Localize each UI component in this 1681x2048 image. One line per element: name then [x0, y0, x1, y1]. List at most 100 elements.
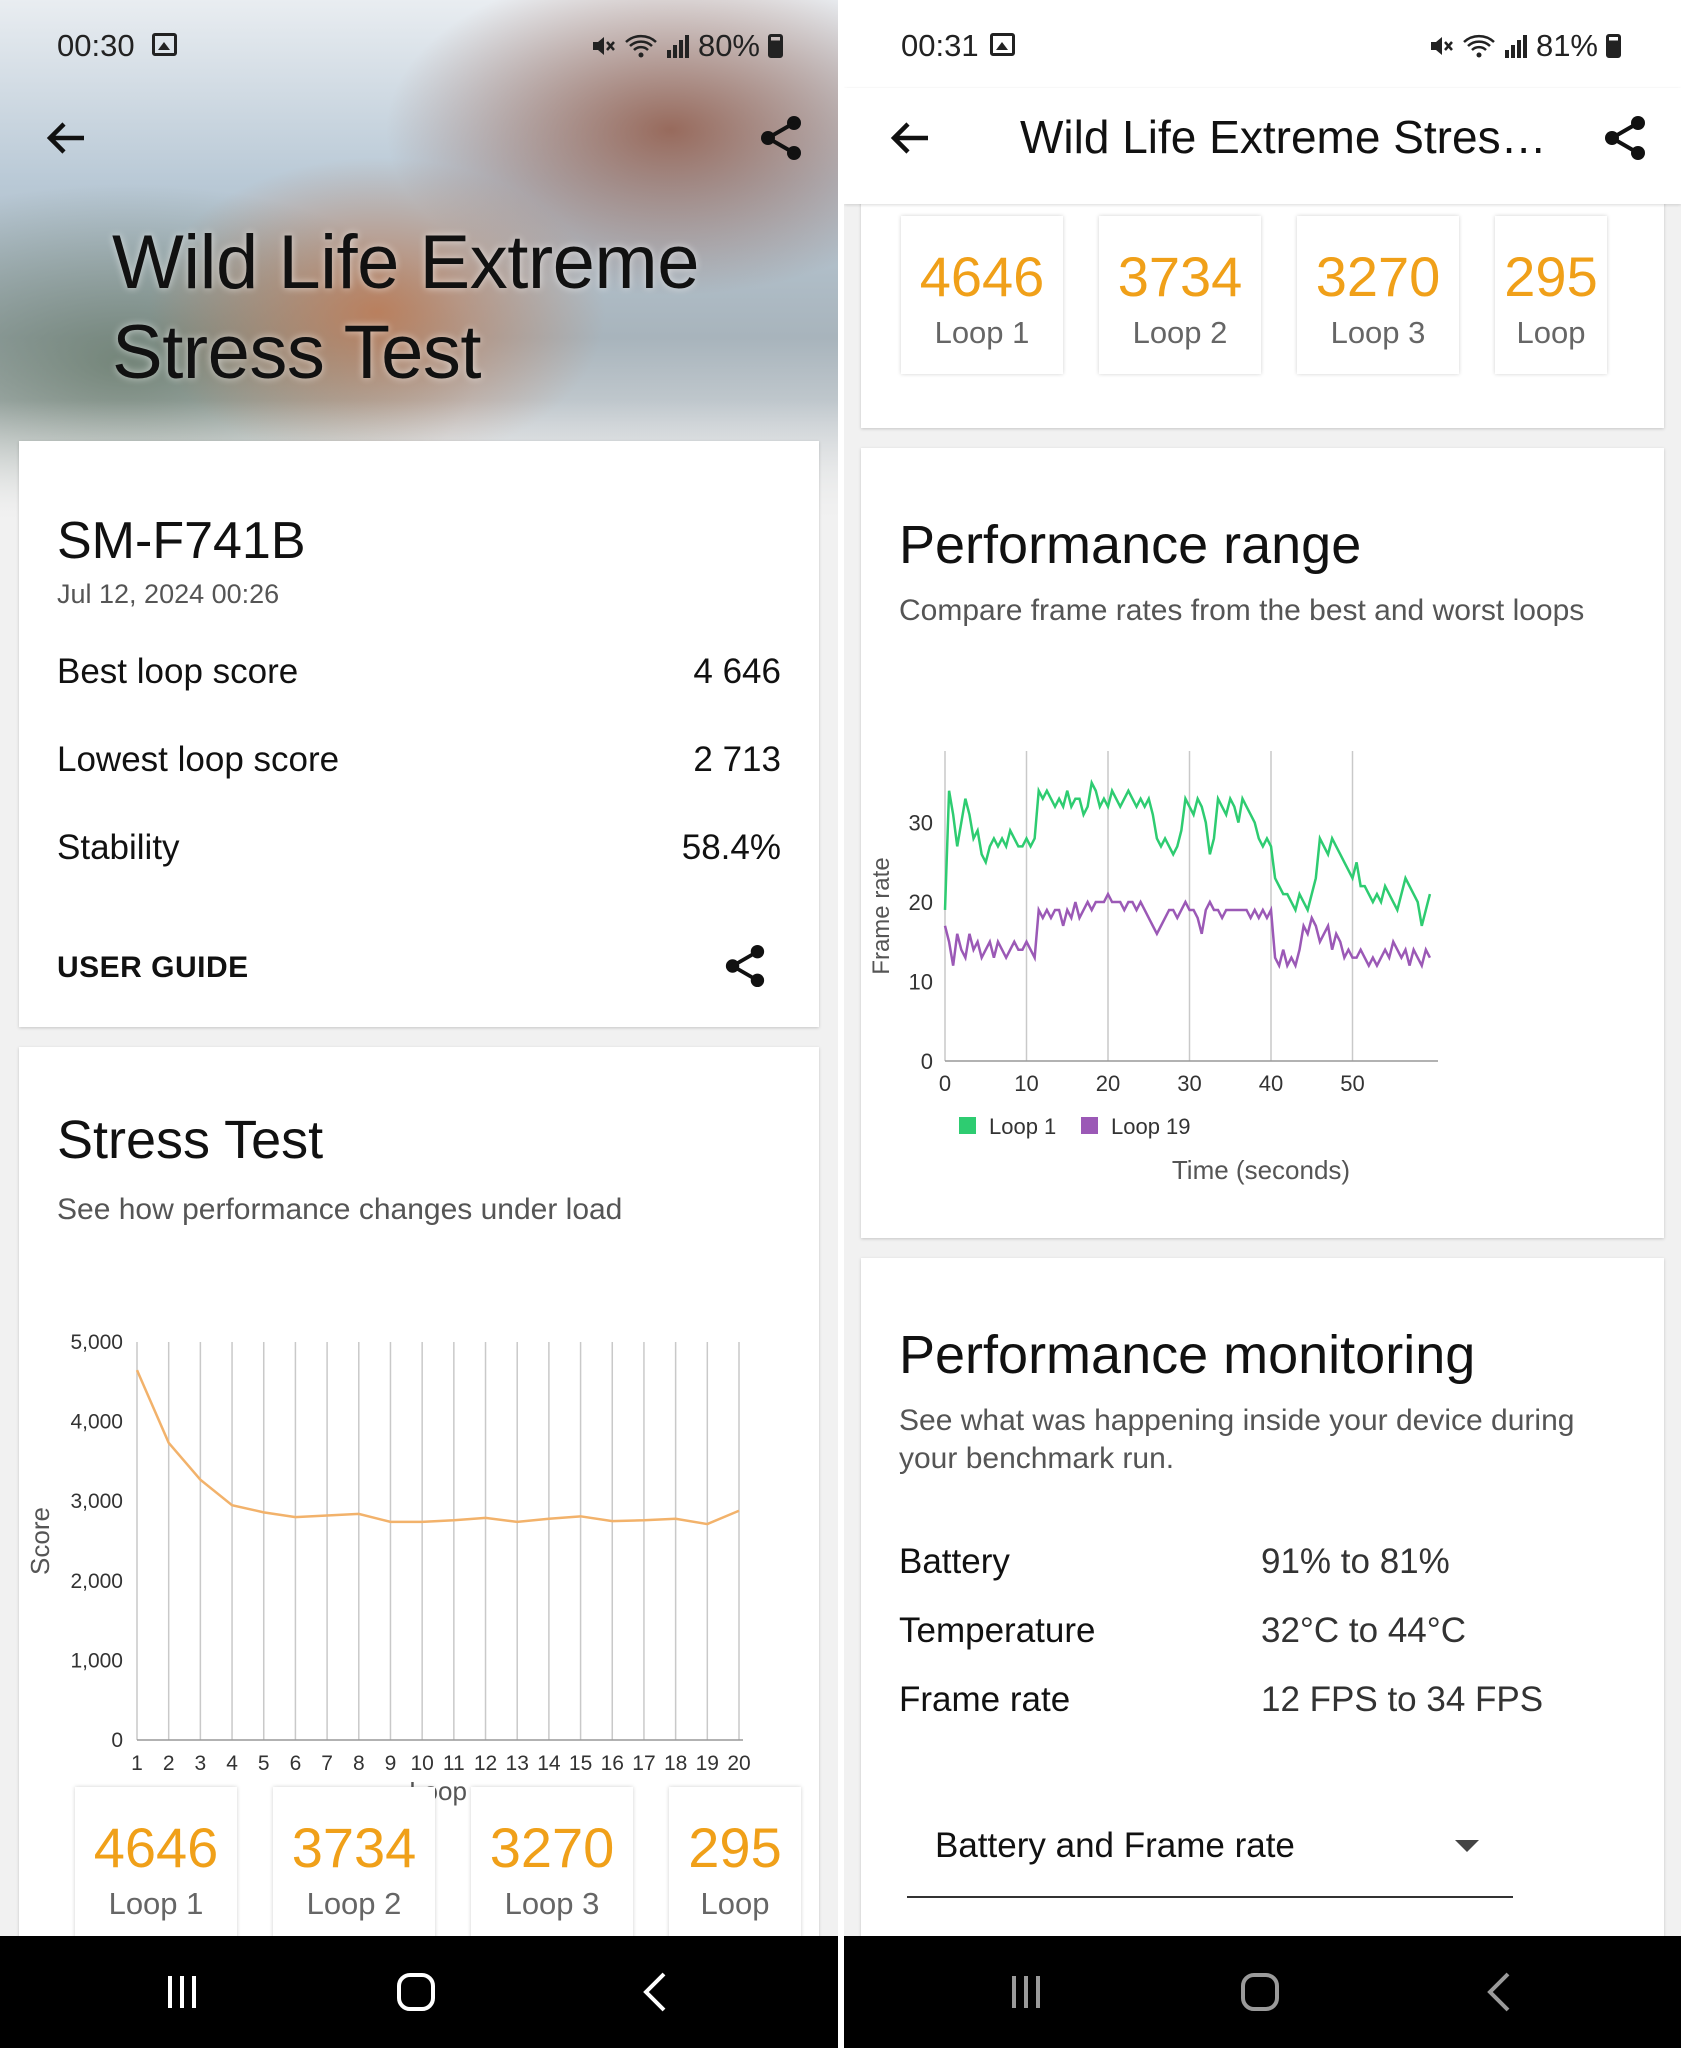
- x-tick-label: 19: [696, 1752, 719, 1775]
- loop-score-row: 4646 Loop 1 3734 Loop 2 3270 Loop 3 295 Loop: [901, 216, 1607, 374]
- mute-icon: [1430, 37, 1453, 55]
- loop-score-card: 3270 Loop 3: [471, 1787, 633, 1945]
- best-loop-value: 4 646: [693, 652, 781, 691]
- user-guide-button[interactable]: USER GUIDE: [57, 951, 249, 984]
- y-tick-label: 5,000: [70, 1331, 123, 1354]
- signal-icon: [666, 35, 689, 58]
- share-icon[interactable]: [758, 114, 804, 162]
- performance-range-chart: 0 10 20 30 40 50 0 10 20 30 Frame rate Loop 1 Loop 1…: [868, 751, 1438, 1185]
- temperature-label: Temperature: [899, 1611, 1096, 1650]
- stability-value: 58.4%: [681, 828, 781, 867]
- x-tick-label: 6: [290, 1752, 302, 1775]
- x-tick-label: 2: [163, 1752, 175, 1775]
- back-arrow-icon[interactable]: [888, 116, 932, 160]
- performance-monitoring-card: Performance monitoring See what was happ…: [861, 1258, 1664, 1978]
- right-screen: 00:31 81% 4646 Loop 1 3734 Loop 2 3270 Loop…: [844, 0, 1681, 2048]
- x-tick-label: 3: [195, 1752, 207, 1775]
- status-time: 00:30: [57, 28, 135, 63]
- loop-score-card: 3270 Loop 3: [1297, 216, 1459, 374]
- home-icon[interactable]: [396, 1972, 436, 2012]
- x-tick-label: 10: [1014, 1071, 1038, 1096]
- chart-metric-dropdown[interactable]: Battery and Frame rate: [907, 1798, 1513, 1898]
- loop-score-card: 3734 Loop 2: [1099, 216, 1261, 374]
- x-tick-label: 8: [353, 1752, 365, 1775]
- x-tick-label: 1: [131, 1752, 143, 1775]
- y-axis-title: Frame rate: [868, 857, 895, 974]
- x-tick-label: 13: [506, 1752, 529, 1775]
- status-time: 00:31: [901, 28, 979, 63]
- stability-label: Stability: [57, 828, 180, 867]
- legend-swatch: [959, 1117, 976, 1134]
- stress-test-chart: 1 2 3 4 5 6 7 8 9 10 11 12 13 14 15 16 17 18 19 2001,0002,0…: [25, 1331, 751, 1806]
- loop-score-row: 4646 Loop 1 3734 Loop 2 3270 Loop 3 295 Loop: [75, 1787, 801, 1945]
- wifi-icon: [1463, 34, 1495, 58]
- x-tick-label: 17: [632, 1752, 655, 1775]
- status-bar: 00:30 80%: [0, 0, 838, 88]
- performance-monitoring-title: Performance monitoring: [899, 1325, 1476, 1385]
- app-title: Wild Life Extreme Stress...: [1020, 111, 1550, 163]
- dropdown-selected-value: Battery and Frame rate: [935, 1826, 1295, 1865]
- y-tick-label: 10: [909, 970, 933, 995]
- x-tick-label: 40: [1259, 1071, 1283, 1096]
- legend-swatch: [1081, 1117, 1098, 1134]
- share-icon[interactable]: [1602, 114, 1648, 162]
- summary-card: SM-F741B Jul 12, 2024 00:26 Best loop sc…: [19, 441, 819, 1027]
- x-tick-label: 12: [474, 1752, 497, 1775]
- battery-charging-icon: [1606, 34, 1621, 58]
- app-top-bar: Wild Life Extreme Stress...: [844, 88, 1681, 204]
- x-tick-label: 7: [321, 1752, 333, 1775]
- frame-rate-series-line: [943, 778, 1432, 927]
- battery-percent: 80%: [697, 28, 760, 63]
- back-arrow-icon[interactable]: [44, 116, 88, 160]
- y-tick-label: 3,000: [70, 1490, 123, 1513]
- x-tick-label: 0: [939, 1071, 951, 1096]
- y-tick-label: 0: [921, 1049, 933, 1074]
- y-tick-label: 2,000: [70, 1570, 123, 1593]
- x-tick-label: 10: [410, 1752, 433, 1775]
- dropdown-arrow-icon: [1455, 1840, 1479, 1852]
- recent-apps-icon[interactable]: [162, 1972, 202, 2012]
- performance-range-subtitle: Compare frame rates from the best and wo…: [899, 594, 1585, 627]
- x-tick-label: 4: [226, 1752, 238, 1775]
- y-axis-title: Score: [25, 1507, 55, 1575]
- y-tick-label: 1,000: [70, 1649, 123, 1672]
- y-tick-label: 20: [909, 890, 933, 915]
- test-date: Jul 12, 2024 00:26: [57, 579, 280, 609]
- x-tick-label: 50: [1340, 1071, 1364, 1096]
- frame-rate-label: Frame rate: [899, 1680, 1071, 1719]
- back-nav-icon[interactable]: [636, 1972, 676, 2012]
- device-name: SM-F741B: [57, 512, 306, 570]
- back-nav-icon[interactable]: [1480, 1972, 1520, 2012]
- performance-range-title: Performance range: [899, 515, 1362, 575]
- share-icon[interactable]: [723, 943, 767, 989]
- y-tick-label: 30: [909, 811, 933, 836]
- mute-icon: [592, 37, 615, 55]
- x-tick-label: 15: [569, 1752, 592, 1775]
- loop-score-card: 295 Loop: [669, 1787, 801, 1945]
- battery-percent: 81%: [1535, 28, 1598, 63]
- x-tick-label: 14: [537, 1752, 561, 1775]
- stress-test-subtitle: See how performance changes under load: [57, 1193, 623, 1226]
- lowest-loop-label: Lowest loop score: [57, 740, 340, 779]
- left-screen: Wild Life Extreme Stress Test 00:30 80% …: [0, 0, 838, 2048]
- x-tick-label: 16: [601, 1752, 624, 1775]
- loop-score-card: 4646 Loop 1: [75, 1787, 237, 1945]
- status-bar: 00:31 81%: [844, 0, 1681, 88]
- home-icon[interactable]: [1240, 1972, 1280, 2012]
- stress-test-title: Stress Test: [57, 1110, 324, 1170]
- temperature-value: 32°C to 44°C: [1261, 1611, 1467, 1650]
- battery-label: Battery: [899, 1542, 1010, 1581]
- performance-range-card: Performance range Compare frame rates fr…: [861, 448, 1664, 1238]
- legend-label: Loop 19: [1111, 1114, 1191, 1139]
- loop-score-card: 4646 Loop 1: [901, 216, 1063, 374]
- y-tick-label: 4,000: [70, 1411, 123, 1434]
- hero-title: Wild Life Extreme Stress Test: [112, 220, 700, 395]
- y-tick-label: 0: [111, 1729, 123, 1752]
- battery-icon: [768, 34, 783, 58]
- loop-score-card: 3734 Loop 2: [273, 1787, 435, 1945]
- x-tick-label: 9: [385, 1752, 397, 1775]
- frame-rate-series-line: [943, 891, 1432, 970]
- x-tick-label: 20: [1096, 1071, 1120, 1096]
- x-tick-label: 30: [1177, 1071, 1201, 1096]
- recent-apps-icon[interactable]: [1006, 1972, 1046, 2012]
